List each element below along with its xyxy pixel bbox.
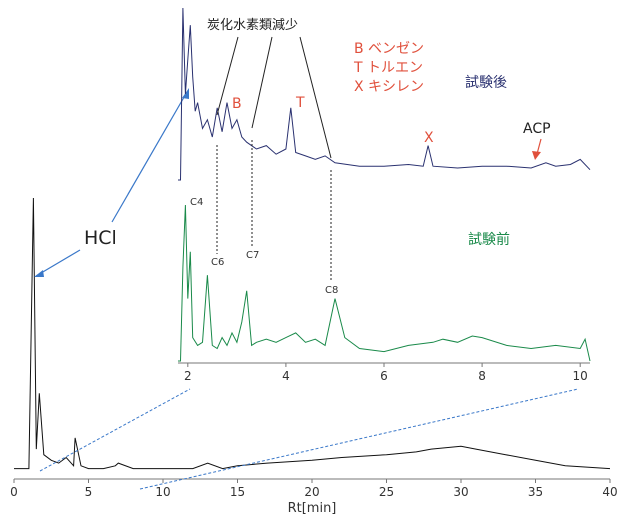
carbon-label-c8: C8 <box>325 285 338 296</box>
zoom-guide-left <box>39 388 191 472</box>
acp-arrowhead <box>532 151 541 160</box>
after-test-chromatogram-line <box>178 7 591 181</box>
peak-label-xylene: X <box>424 130 434 146</box>
before-test-legend: 試験前 <box>468 231 510 248</box>
zoom-guide-right <box>139 388 579 490</box>
carbon-label-c4: C4 <box>190 197 203 208</box>
peak-label-benzene: B <box>232 96 242 112</box>
x-tick-label: 0 <box>10 485 18 499</box>
carbon-label-c7: C7 <box>246 250 259 261</box>
hydrocarbon-pointer-2 <box>251 36 273 129</box>
after-test-legend: 試験後 <box>465 75 507 91</box>
x-tick-label: 20 <box>304 485 319 499</box>
acp-arrow <box>536 138 542 155</box>
x-tick-label: 25 <box>379 485 394 499</box>
peak-label-toluene: T <box>295 95 305 111</box>
inset-x-ticks: 2 4 6 8 10 <box>184 363 588 383</box>
hydrocarbon-pointer-3 <box>299 36 332 159</box>
main-x-axis-label: Rt[min] <box>288 501 337 516</box>
x-tick-label: 40 <box>602 485 617 499</box>
hcl-label: HCl <box>84 227 117 249</box>
before-test-chromatogram-line <box>178 204 591 362</box>
x-tick-label: 10 <box>155 485 170 499</box>
x-tick-label: 10 <box>573 369 588 383</box>
acp-label: ACP <box>523 121 551 137</box>
hydrocarbon-pointer-1 <box>216 36 239 116</box>
x-tick-label: 4 <box>282 369 290 383</box>
x-tick-label: 30 <box>453 485 468 499</box>
hcl-arrow-inset <box>111 91 188 223</box>
legend-note-xylene: X キシレン <box>354 79 424 95</box>
main-chromatogram-line <box>14 197 611 470</box>
legend-note-toluene: T トルエン <box>353 60 423 76</box>
legend-note-benzene: B ベンゼン <box>354 41 424 57</box>
x-tick-label: 8 <box>478 369 486 383</box>
x-tick-label: 2 <box>184 369 192 383</box>
x-tick-label: 35 <box>528 485 543 499</box>
x-tick-label: 6 <box>380 369 388 383</box>
carbon-label-c6: C6 <box>211 257 224 268</box>
hcl-arrowhead-main <box>34 270 44 277</box>
hydrocarbon-decrease-label: 炭化水素類減少 <box>207 17 298 33</box>
main-x-ticks: 0 5 10 15 20 25 30 35 40 <box>10 479 618 499</box>
x-tick-label: 5 <box>85 485 93 499</box>
x-tick-label: 15 <box>230 485 245 499</box>
hcl-arrow-main <box>35 249 81 277</box>
